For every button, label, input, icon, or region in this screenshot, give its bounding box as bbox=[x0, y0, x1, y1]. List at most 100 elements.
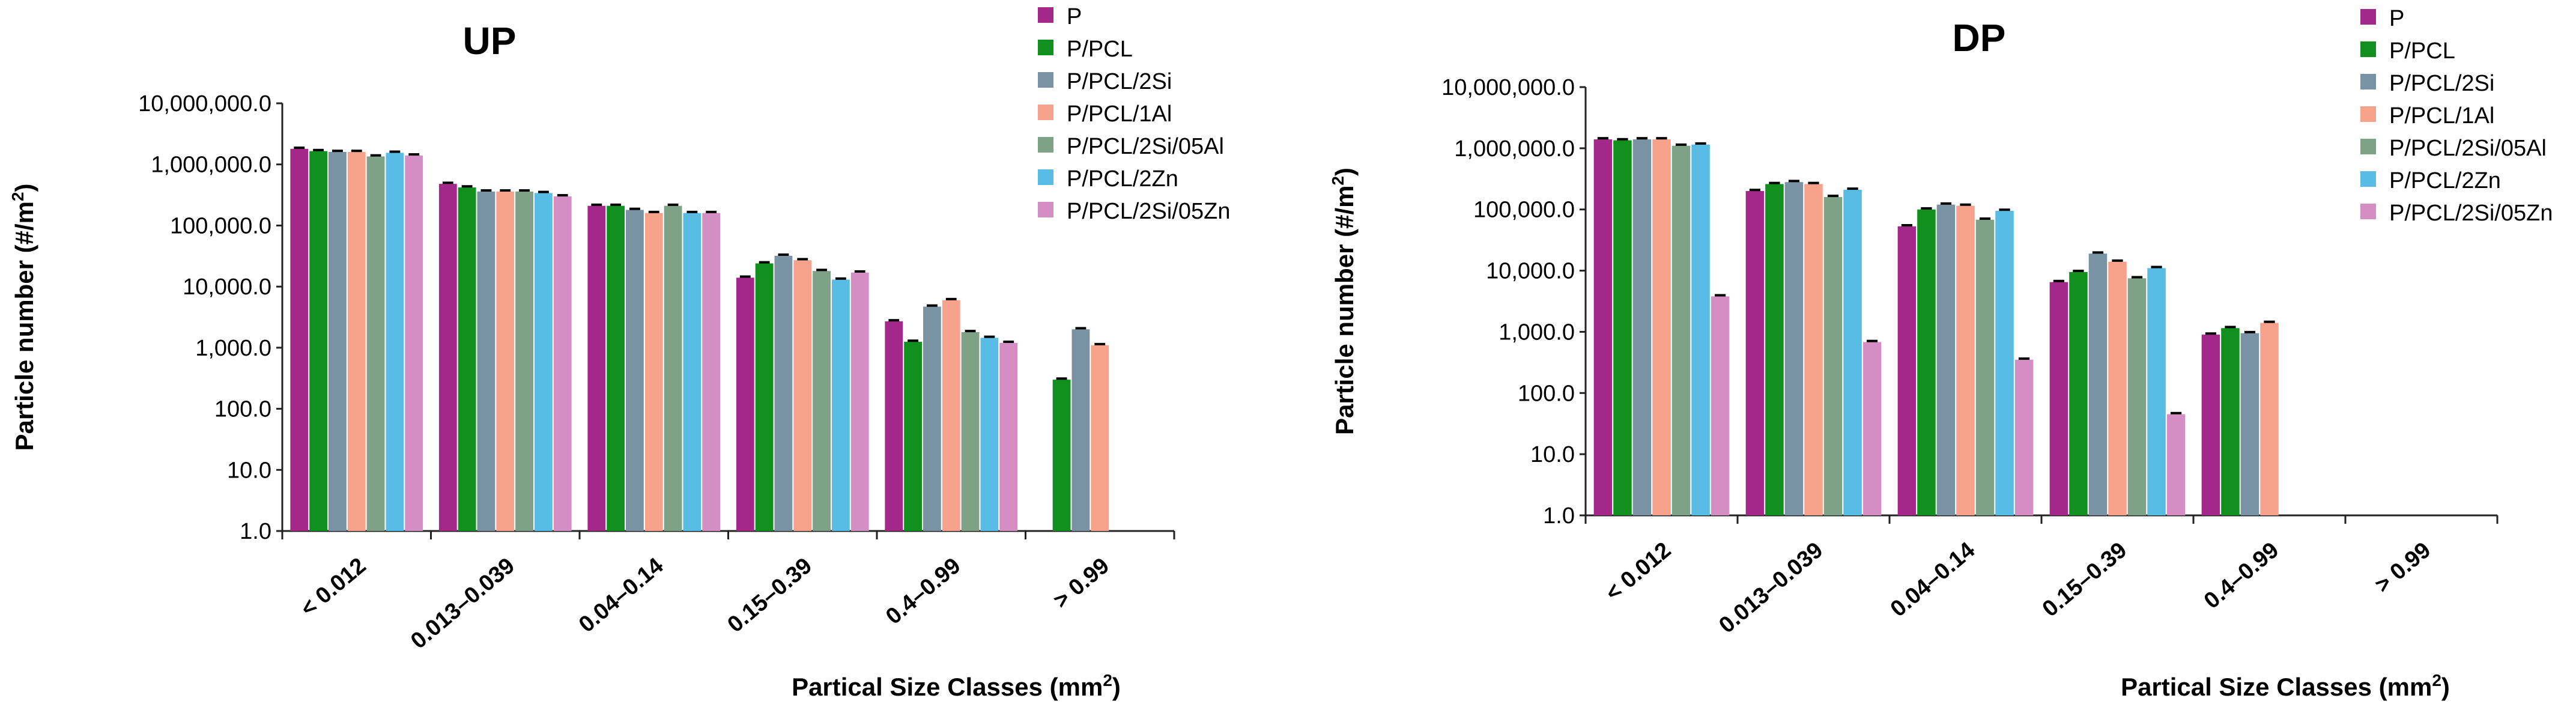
legend-swatch bbox=[1038, 40, 1053, 55]
bar-p-3 bbox=[736, 278, 754, 531]
bar-p-pcl-2si-1 bbox=[1784, 182, 1804, 515]
y-tick-label: 1,000,000.0 bbox=[1454, 136, 1575, 162]
y-tick-label: 10,000,000.0 bbox=[1441, 75, 1575, 100]
bar-p-pcl-3 bbox=[755, 263, 774, 531]
legend-swatch bbox=[1038, 7, 1053, 23]
error-cap bbox=[1788, 180, 1800, 183]
y-axis-label-end: ) bbox=[1330, 168, 1359, 176]
bar-p-pcl-2si-05zn-0 bbox=[405, 155, 423, 532]
x-tick-label: 0.15–0.39 bbox=[723, 553, 817, 638]
x-tick-label: 0.15–0.39 bbox=[2038, 538, 2132, 622]
legend-label: P bbox=[2389, 6, 2404, 31]
bar-p-pcl-2si-05zn-3 bbox=[850, 272, 869, 531]
legend-label: P/PCL/1Al bbox=[2389, 103, 2494, 129]
bar-p-pcl-2si-3 bbox=[2088, 253, 2108, 515]
bar-p-pcl-1al-2 bbox=[644, 213, 663, 532]
bar-p-pcl-1al-2 bbox=[1956, 205, 1975, 516]
legend-swatch bbox=[2360, 171, 2376, 187]
error-cap bbox=[500, 189, 511, 192]
error-cap bbox=[1094, 342, 1106, 345]
error-cap bbox=[1656, 137, 1667, 140]
bar-p-pcl-2si-1 bbox=[477, 191, 496, 531]
error-cap bbox=[984, 335, 995, 338]
legend-label: P/PCL/2Si/05Zn bbox=[1067, 199, 1230, 224]
error-cap bbox=[739, 275, 751, 278]
error-cap bbox=[2131, 276, 2143, 279]
x-tick-label: 0.04–0.14 bbox=[574, 553, 668, 638]
x-tick-label: 0.4–0.99 bbox=[881, 553, 965, 629]
bar-p-pcl-2si-05zn-2 bbox=[2014, 359, 2034, 515]
legend-swatch bbox=[2360, 41, 2376, 57]
x-tick-label: < 0.012 bbox=[1601, 538, 1676, 606]
error-cap bbox=[2244, 330, 2256, 333]
error-cap bbox=[778, 253, 789, 256]
bar-p-pcl-5 bbox=[1052, 380, 1071, 531]
legend-swatch bbox=[2360, 9, 2376, 25]
x-axis-label: Partical Size Classes (mm2) bbox=[792, 671, 1121, 701]
error-cap bbox=[1921, 207, 1932, 210]
bar-p-pcl-2zn-3 bbox=[2147, 268, 2166, 515]
bar-p-pcl-2zn-3 bbox=[831, 279, 850, 531]
bar-p-pcl-2si-05zn-3 bbox=[2166, 414, 2186, 515]
bar-p-pcl-2zn-4 bbox=[980, 338, 999, 531]
bar-p-pcl-2si-05zn-1 bbox=[1862, 342, 1882, 515]
error-cap bbox=[2205, 332, 2217, 335]
error-cap bbox=[1056, 377, 1067, 380]
bar-p-pcl-1 bbox=[1765, 184, 1784, 515]
bar-p-pcl-0 bbox=[309, 151, 328, 531]
y-axis-label-main: Particle number (#/m bbox=[10, 201, 38, 450]
bar-p-pcl-1al-0 bbox=[347, 151, 366, 531]
y-tick-label: 100.0 bbox=[1518, 381, 1575, 406]
error-cap bbox=[1847, 187, 1858, 190]
bar-p-pcl-2si-3 bbox=[774, 255, 793, 531]
error-cap bbox=[686, 210, 698, 213]
bar-p-pcl-2si-05al-1 bbox=[515, 191, 533, 531]
error-cap bbox=[1617, 138, 1628, 141]
bar-p-pcl-2zn-1 bbox=[534, 193, 553, 531]
chart-title: DP bbox=[1953, 16, 2006, 59]
bar-p-pcl-2si-4 bbox=[2240, 333, 2259, 515]
bar-p-4 bbox=[2201, 335, 2220, 515]
error-cap bbox=[351, 150, 362, 153]
legend-swatch bbox=[1038, 105, 1053, 120]
legend-swatch bbox=[1038, 137, 1053, 153]
y-axis-label-end: ) bbox=[10, 183, 38, 192]
y-tick-label: 100,000.0 bbox=[1473, 198, 1575, 223]
bar-p-pcl-2si-0 bbox=[329, 151, 347, 531]
error-cap bbox=[629, 207, 640, 210]
error-cap bbox=[2053, 279, 2065, 282]
legend-swatch bbox=[1038, 202, 1053, 217]
error-cap bbox=[1808, 181, 1819, 184]
legend-swatch bbox=[2360, 106, 2376, 122]
legend-label: P bbox=[1067, 4, 1082, 29]
bar-p-0 bbox=[1593, 139, 1613, 515]
error-cap bbox=[2112, 259, 2123, 262]
y-axis-label: Particle number (#/m2) bbox=[1329, 168, 1359, 435]
chart-dp: DP 1.0 10.0 100.0 1,000.0 10,000.0 100,000.0 1,… bbox=[1329, 6, 2553, 701]
bar-p-pcl-2 bbox=[607, 205, 625, 531]
y-tick-label: 100,000.0 bbox=[170, 213, 271, 238]
bar-p-2 bbox=[587, 205, 606, 531]
error-cap bbox=[1979, 217, 1991, 220]
bar-p-pcl-2zn-0 bbox=[1691, 144, 1710, 516]
y-tick-label: 100.0 bbox=[214, 397, 271, 422]
bar-p-pcl-2zn-2 bbox=[683, 213, 702, 532]
error-cap bbox=[797, 258, 808, 261]
bar-p-pcl-2si-05al-2 bbox=[1975, 219, 1995, 515]
bar-p-pcl-2si-05zn-4 bbox=[999, 342, 1018, 531]
bar-p-pcl-2si-05al-0 bbox=[366, 156, 385, 531]
x-tick-label: > 0.99 bbox=[2371, 538, 2436, 598]
bar-p-pcl-4 bbox=[904, 342, 923, 531]
error-cap bbox=[648, 210, 659, 213]
error-cap bbox=[538, 190, 549, 193]
y-tick-label: 1,000,000.0 bbox=[151, 153, 271, 178]
legend-label: P/PCL/2Si/05Al bbox=[1067, 134, 1224, 159]
error-cap bbox=[294, 146, 305, 149]
bar-p-pcl-2si-05al-3 bbox=[813, 271, 831, 531]
bar-p-pcl-2si-2 bbox=[1936, 204, 1956, 515]
error-cap bbox=[519, 189, 530, 192]
error-cap bbox=[2018, 357, 2030, 360]
error-cap bbox=[1999, 208, 2010, 211]
bar-p-pcl-2si-05al-1 bbox=[1823, 196, 1843, 515]
